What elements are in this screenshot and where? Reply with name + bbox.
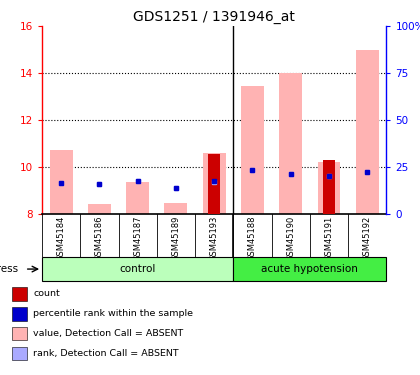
Bar	[13, 307, 27, 321]
Text: value, Detection Call = ABSENT: value, Detection Call = ABSENT	[33, 329, 183, 338]
Bar	[50, 150, 73, 214]
Bar	[208, 154, 220, 214]
Bar	[126, 182, 149, 214]
Bar	[318, 162, 341, 214]
Bar	[356, 50, 379, 214]
Text: rank, Detection Call = ABSENT: rank, Detection Call = ABSENT	[33, 349, 178, 358]
Bar	[13, 327, 27, 340]
Text: GSM45192: GSM45192	[363, 216, 372, 261]
Text: GSM45190: GSM45190	[286, 216, 295, 261]
Bar	[279, 73, 302, 214]
Text: GSM45184: GSM45184	[57, 216, 66, 261]
Bar	[323, 160, 335, 214]
Bar	[203, 153, 226, 214]
Title: GDS1251 / 1391946_at: GDS1251 / 1391946_at	[133, 10, 295, 24]
Text: GSM45193: GSM45193	[210, 216, 219, 261]
Text: stress: stress	[0, 264, 19, 274]
Bar	[42, 257, 234, 281]
Text: control: control	[119, 264, 156, 274]
Text: GSM45188: GSM45188	[248, 216, 257, 261]
Text: GSM45189: GSM45189	[171, 216, 181, 261]
Text: GSM45191: GSM45191	[325, 216, 333, 261]
Bar	[234, 257, 386, 281]
Text: GSM45187: GSM45187	[133, 216, 142, 261]
Text: acute hypotension: acute hypotension	[261, 264, 358, 274]
Bar	[88, 204, 111, 214]
Bar	[165, 203, 187, 214]
Bar	[13, 287, 27, 301]
Text: GSM45186: GSM45186	[95, 216, 104, 261]
Bar	[13, 346, 27, 360]
Text: count: count	[33, 290, 60, 298]
Bar	[241, 86, 264, 214]
Text: percentile rank within the sample: percentile rank within the sample	[33, 309, 193, 318]
